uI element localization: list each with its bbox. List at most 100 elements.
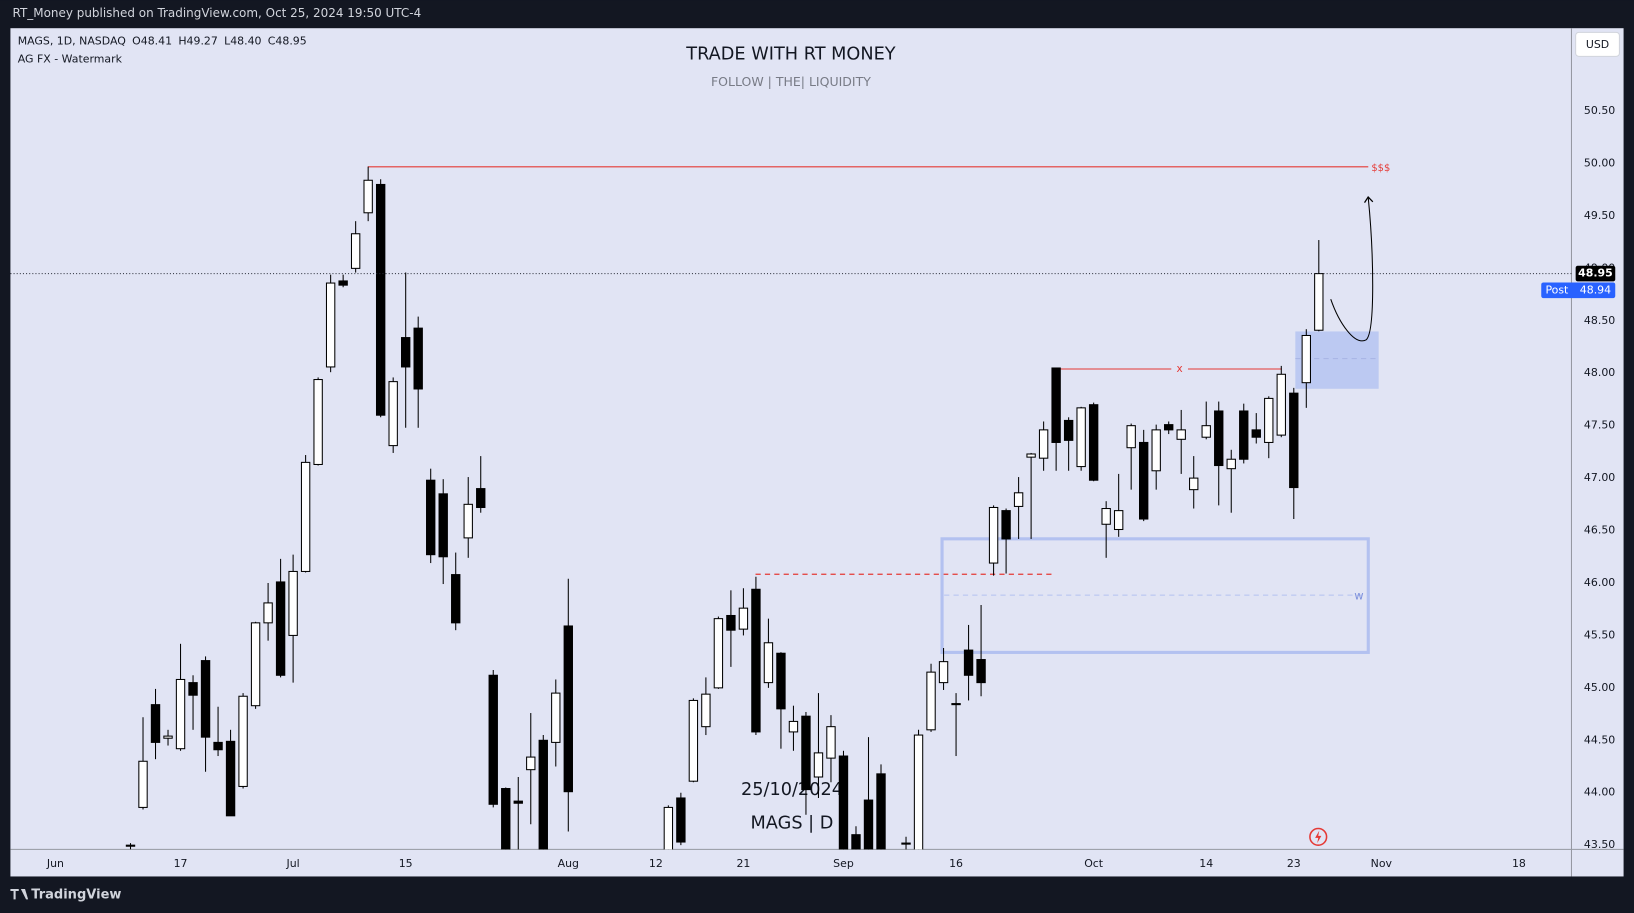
candle-body xyxy=(1214,410,1224,467)
candle-body xyxy=(200,660,211,738)
candle-body xyxy=(463,503,473,539)
candle-body xyxy=(738,607,749,630)
watermark-date: 25/10/2024 xyxy=(741,780,843,800)
candle-body xyxy=(350,233,361,269)
candle-body xyxy=(563,625,573,793)
legend-high: H49.27 xyxy=(178,35,218,48)
candle-body xyxy=(1113,510,1124,531)
post-market-box xyxy=(1541,282,1616,299)
candle-body xyxy=(1126,425,1136,449)
currency-label: USD xyxy=(1586,38,1609,51)
x-tick-label: 18 xyxy=(1512,857,1526,870)
candle-body xyxy=(363,179,373,214)
candle-body xyxy=(300,461,311,572)
candle-body xyxy=(1164,424,1174,431)
x-tick-label: Nov xyxy=(1371,857,1393,870)
y-tick-label: 44.00 xyxy=(1584,786,1615,799)
y-tick-label: 45.00 xyxy=(1584,681,1615,694)
range-high-label: x xyxy=(1177,363,1183,375)
candle-body xyxy=(1063,419,1074,441)
x-tick-label: Jun xyxy=(46,857,64,870)
brand-logo xyxy=(10,888,29,900)
candle-body xyxy=(1038,429,1049,459)
x-tick-label: 14 xyxy=(1199,857,1213,870)
currency-button[interactable] xyxy=(1575,31,1620,57)
candle-body xyxy=(763,642,774,684)
candle-body xyxy=(676,797,686,843)
x-tick-label: 15 xyxy=(399,857,413,870)
range-box xyxy=(940,537,1370,654)
candle-body xyxy=(413,327,423,390)
x-tick-label: 12 xyxy=(649,857,663,870)
candle-body xyxy=(513,800,523,804)
candle-body xyxy=(1101,508,1111,525)
watermark-subtitle: FOLLOW | THE| LIQUIDITY xyxy=(711,74,871,89)
alert-icon[interactable] xyxy=(1309,827,1328,846)
candle-body xyxy=(1001,510,1011,540)
last-price-box xyxy=(1575,265,1616,282)
x-tick-label: 17 xyxy=(174,857,188,870)
x-tick-label: 23 xyxy=(1287,857,1301,870)
y-tick-label: 46.00 xyxy=(1584,576,1615,589)
candle-body xyxy=(375,183,386,416)
candle-body xyxy=(963,649,974,676)
candle-body xyxy=(225,740,236,817)
candle-body xyxy=(1226,458,1236,470)
range-box-label: w xyxy=(1354,589,1363,603)
x-tick-label: 16 xyxy=(949,857,963,870)
candle-body xyxy=(250,622,261,707)
legend-low: L48.40 xyxy=(224,35,261,48)
published-text: RT_Money published on TradingView.com, O… xyxy=(13,6,422,20)
y-tick-label: 45.50 xyxy=(1584,628,1615,641)
candle-body xyxy=(1289,392,1299,489)
candle-body xyxy=(663,806,674,850)
legend-indicator: AG FX - Watermark xyxy=(18,52,123,65)
candle-body xyxy=(275,581,286,676)
candle-body xyxy=(238,695,248,787)
candle-body xyxy=(1013,492,1024,507)
candle-body xyxy=(913,734,924,850)
y-tick-label: 46.50 xyxy=(1584,524,1615,537)
last-price-label: 48.95 xyxy=(1578,267,1613,280)
candle-body xyxy=(701,693,711,728)
candle-body xyxy=(476,488,486,508)
candle-body xyxy=(876,773,886,850)
post-market-price: 48.94 xyxy=(1580,283,1611,296)
candle-body xyxy=(488,674,498,805)
projection-arrow xyxy=(1330,196,1374,342)
x-tick-label: Sep xyxy=(833,857,854,870)
candle-body xyxy=(150,704,161,743)
y-tick-label: 47.50 xyxy=(1584,419,1615,432)
candle-body xyxy=(801,715,811,791)
candle-body xyxy=(813,752,824,778)
liquidity-label: $$$ xyxy=(1371,163,1390,174)
candles xyxy=(125,166,1324,850)
candle-body xyxy=(451,574,461,624)
candle-body xyxy=(938,661,949,684)
candle-body xyxy=(951,703,961,706)
candle-body xyxy=(501,788,511,850)
x-tick-label: Jul xyxy=(286,857,300,870)
legend-symbol: MAGS, 1D, NASDAQ xyxy=(18,35,126,48)
candle-body xyxy=(313,379,323,465)
candle-body xyxy=(426,479,436,556)
y-tick-label: 43.50 xyxy=(1584,838,1615,851)
candle-body xyxy=(338,280,348,286)
candle-body xyxy=(400,337,411,368)
watermark-title: TRADE WITH RT MONEY xyxy=(685,44,896,64)
candle-body xyxy=(526,756,536,771)
y-tick-label: 49.50 xyxy=(1584,209,1615,222)
candle-body xyxy=(826,726,836,759)
candle-body xyxy=(776,652,786,710)
candle-body xyxy=(213,741,223,751)
candle-body xyxy=(163,735,173,739)
candle-body xyxy=(288,570,298,636)
candle-body xyxy=(1051,367,1061,443)
candle-body xyxy=(1314,273,1324,331)
candle-body xyxy=(1138,441,1149,520)
candle-body xyxy=(863,799,874,850)
candle-body xyxy=(1264,397,1274,443)
candle-body xyxy=(1026,453,1036,458)
